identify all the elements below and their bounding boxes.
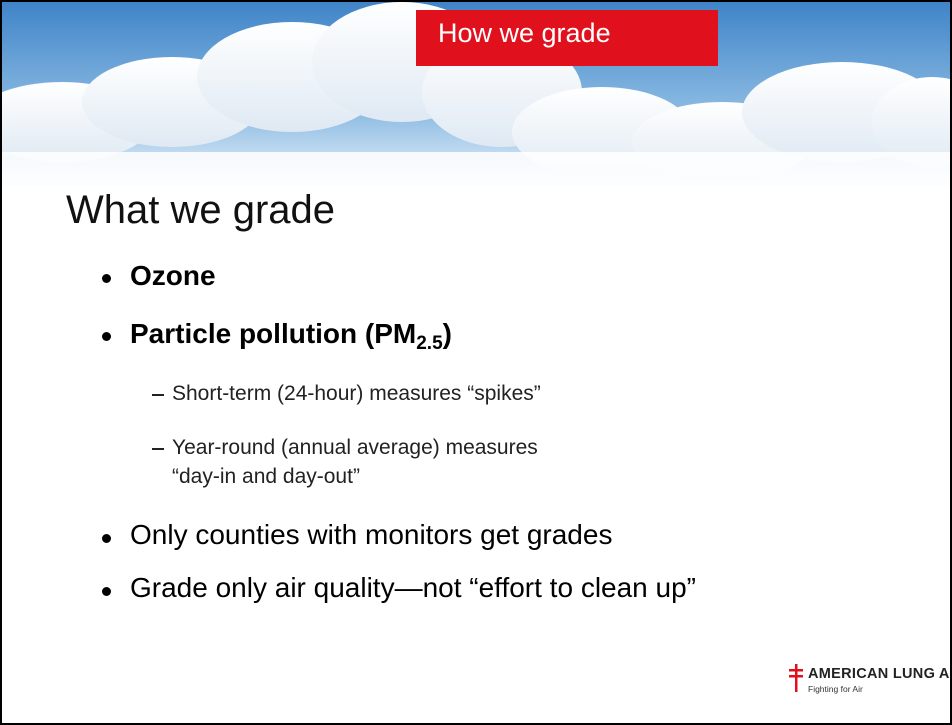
bullet-text-part: ) xyxy=(443,318,452,349)
bullet-text: Ozone xyxy=(130,260,216,292)
bullet-text: Only counties with monitors get grades xyxy=(130,519,612,551)
bullet-text: Grade only air quality—not “effort to cl… xyxy=(130,572,696,604)
sub-bullet xyxy=(152,394,164,396)
bullet xyxy=(102,534,111,543)
logo-text: AMERICAN LUNG ASSOCIATION xyxy=(808,666,952,682)
logo-tagline: Fighting for Air xyxy=(808,684,863,694)
sub-bullet-text: Year-round (annual average) measures xyxy=(172,436,538,460)
sub-bullet xyxy=(152,448,164,450)
subscript: 2.5 xyxy=(416,333,442,354)
slide: How we grade What we grade Ozone Particl… xyxy=(0,0,952,725)
bullet xyxy=(102,587,111,596)
bullet xyxy=(102,332,111,341)
bullet-text-part: Particle pollution (PM xyxy=(130,318,416,349)
bullet-text: Particle pollution (PM2.5) xyxy=(130,318,452,355)
sub-bullet-text: Short-term (24-hour) measures “spikes” xyxy=(172,382,541,406)
slide-title: What we grade xyxy=(66,188,335,233)
logo-cross xyxy=(788,664,804,692)
header-title: How we grade xyxy=(438,18,611,49)
sub-bullet-text: “day-in and day-out” xyxy=(172,465,360,489)
bullet xyxy=(102,274,111,283)
